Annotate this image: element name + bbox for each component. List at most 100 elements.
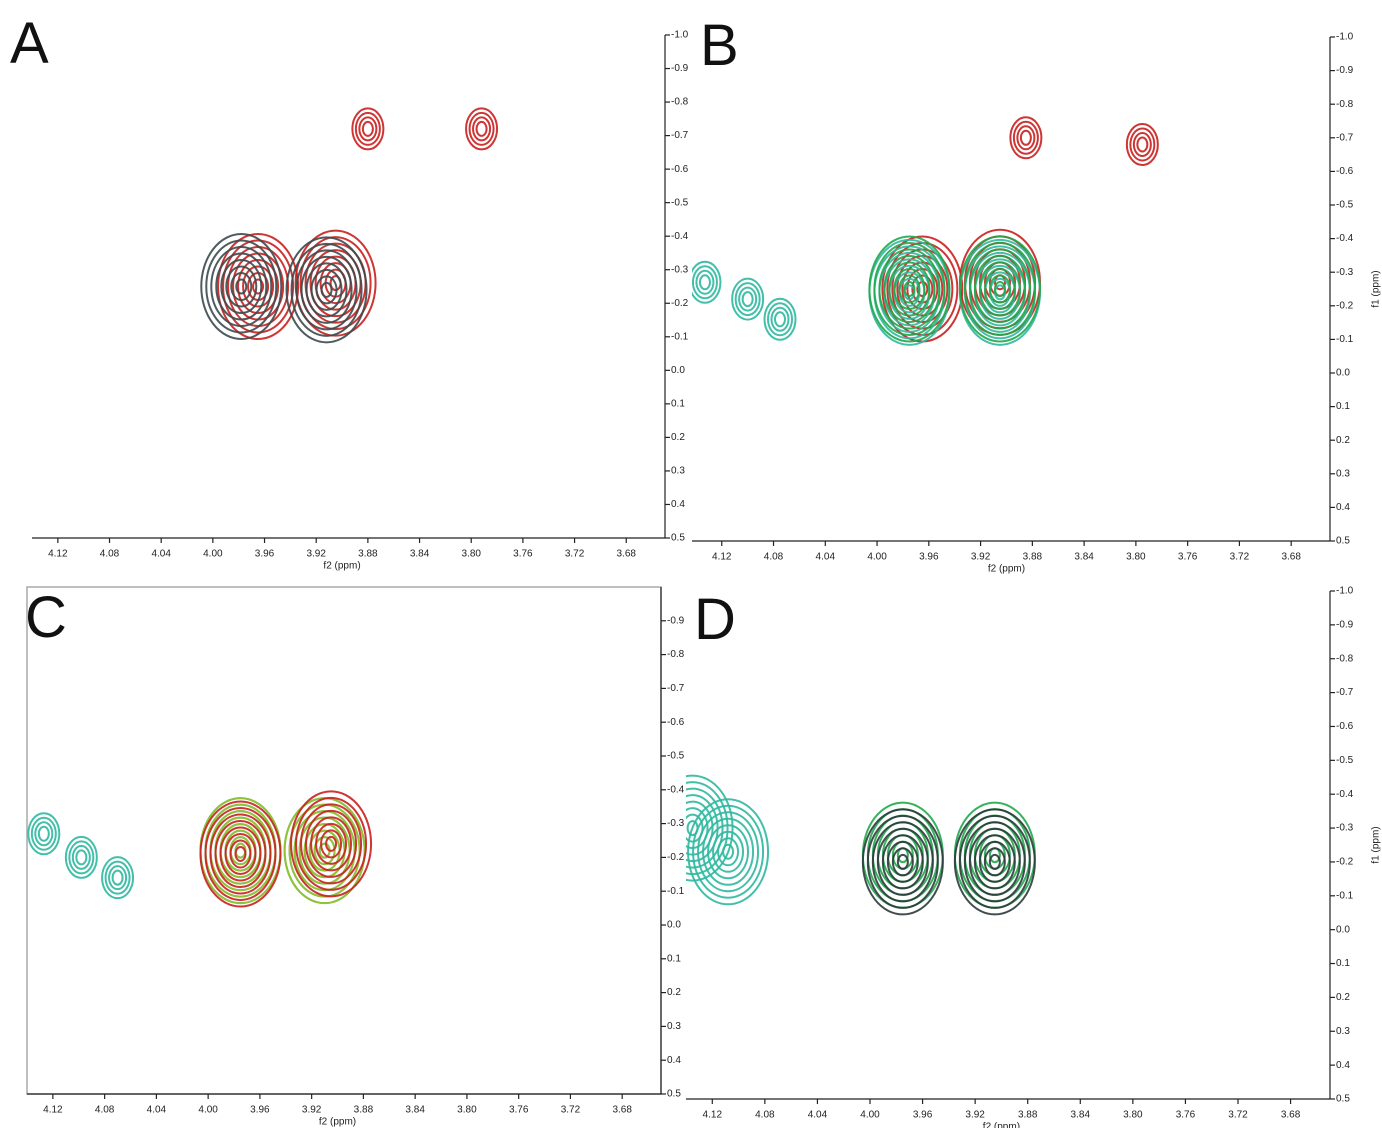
contour-ring xyxy=(765,299,796,340)
y-tick-label: 0.2 xyxy=(1336,992,1350,1003)
y-tick-label: 0.3 xyxy=(671,466,685,477)
y-tick-label: -0.6 xyxy=(1336,721,1354,732)
contour-ring xyxy=(102,857,133,898)
y-tick-label: -0.7 xyxy=(667,683,685,694)
contour-ring xyxy=(66,837,97,878)
y-tick-label: -0.4 xyxy=(671,231,689,242)
y-tick-label: -0.7 xyxy=(671,130,689,141)
x-tick-label: 3.80 xyxy=(1126,552,1146,563)
x-tick-label: 3.88 xyxy=(358,549,378,560)
y-tick-label: -0.3 xyxy=(1336,823,1354,834)
contour-ring xyxy=(743,292,753,306)
y-tick-label: -0.8 xyxy=(1336,99,1354,110)
y-tick-label: 0.5 xyxy=(1336,1094,1350,1105)
y-tick-label: 0.5 xyxy=(667,1089,681,1100)
x-tick-label: 3.68 xyxy=(1281,1110,1301,1121)
y-tick-label: -0.9 xyxy=(667,615,685,626)
panel-letter: B xyxy=(700,13,739,78)
x-tick-label: 4.12 xyxy=(712,552,732,563)
x-tick-label: 3.68 xyxy=(617,549,637,560)
x-tick-label: 3.92 xyxy=(302,1105,322,1116)
y-tick-label: -0.1 xyxy=(671,331,689,342)
y-tick-label: 0.4 xyxy=(671,499,685,510)
contour-ring xyxy=(113,871,123,885)
contour-ring xyxy=(1021,131,1031,145)
contour-ring xyxy=(732,279,763,320)
y-tick-label: -0.6 xyxy=(1336,166,1354,177)
x-tick-label: 4.08 xyxy=(755,1110,775,1121)
x-tick-label: 3.96 xyxy=(255,549,275,560)
y-tick-label: -0.7 xyxy=(1336,132,1354,143)
x-tick-label: 3.88 xyxy=(1018,1110,1038,1121)
y-tick-label: -0.5 xyxy=(667,751,685,762)
y-tick-label: -0.8 xyxy=(1336,653,1354,664)
x-tick-label: 3.72 xyxy=(1228,1110,1248,1121)
y-tick-label: 0.2 xyxy=(671,432,685,443)
x-tick-label: 4.04 xyxy=(816,552,836,563)
contour-ring xyxy=(201,234,281,339)
y-tick-label: -0.5 xyxy=(1336,755,1354,766)
contour-ring xyxy=(466,108,497,149)
plot-area xyxy=(653,776,1035,915)
contour-ring xyxy=(28,813,59,854)
y-axis-label: f1 (ppm) xyxy=(1371,270,1382,307)
x-tick-label: 3.72 xyxy=(565,549,585,560)
x-tick-label: 4.00 xyxy=(198,1105,218,1116)
x-axis-label: f2 (ppm) xyxy=(988,564,1025,575)
contour-ring xyxy=(1127,124,1158,165)
y-tick-label: 0.4 xyxy=(667,1055,681,1066)
x-tick-label: 3.68 xyxy=(1281,552,1301,563)
x-tick-label: 4.00 xyxy=(867,552,887,563)
y-tick-label: 0.5 xyxy=(1336,536,1350,547)
y-tick-label: -0.9 xyxy=(1336,620,1354,631)
y-tick-label: 0.3 xyxy=(1336,1026,1350,1037)
x-tick-label: 4.00 xyxy=(203,549,223,560)
x-tick-label: 3.88 xyxy=(354,1105,374,1116)
x-tick-label: 4.04 xyxy=(147,1105,167,1116)
y-tick-label: -0.2 xyxy=(1336,857,1354,868)
contour-ring xyxy=(1010,117,1041,158)
x-tick-label: 3.68 xyxy=(612,1105,632,1116)
y-tick-label: -0.4 xyxy=(1336,789,1354,800)
x-tick-label: 3.80 xyxy=(461,549,481,560)
contour-ring xyxy=(700,275,710,289)
y-tick-label: 0.4 xyxy=(1336,1060,1350,1071)
y-tick-label: -0.2 xyxy=(667,852,685,863)
x-tick-label: 3.80 xyxy=(457,1105,477,1116)
x-axis-label: f2 (ppm) xyxy=(319,1117,356,1128)
y-tick-label: 0.0 xyxy=(1336,924,1350,935)
contour-ring xyxy=(775,312,785,326)
contour-ring xyxy=(477,122,487,136)
y-tick-label: 0.0 xyxy=(667,920,681,931)
y-tick-label: -0.4 xyxy=(1336,233,1354,244)
y-axis-label: f1 (ppm) xyxy=(1371,826,1382,863)
x-tick-label: 3.76 xyxy=(509,1105,529,1116)
y-tick-label: -0.4 xyxy=(667,784,685,795)
y-tick-label: -0.9 xyxy=(1336,65,1354,76)
x-tick-label: 3.76 xyxy=(1176,1110,1196,1121)
y-tick-label: -0.1 xyxy=(1336,334,1354,345)
x-tick-label: 3.84 xyxy=(1074,552,1094,563)
plot-area xyxy=(28,791,371,906)
contour-ring xyxy=(689,262,720,303)
x-axis-label: f2 (ppm) xyxy=(323,561,360,572)
y-tick-label: -0.6 xyxy=(667,717,685,728)
x-tick-label: 3.96 xyxy=(913,1110,933,1121)
x-tick-label: 3.84 xyxy=(410,549,430,560)
y-tick-label: 0.3 xyxy=(1336,468,1350,479)
y-tick-label: 0.0 xyxy=(671,365,685,376)
y-tick-label: -0.5 xyxy=(671,197,689,208)
y-tick-label: 0.2 xyxy=(1336,435,1350,446)
y-tick-label: -0.9 xyxy=(671,63,689,74)
panel-letter: D xyxy=(694,587,736,652)
x-tick-label: 4.08 xyxy=(764,552,784,563)
y-tick-label: -0.8 xyxy=(671,97,689,108)
contour-ring xyxy=(39,827,49,841)
y-tick-label: 0.0 xyxy=(1336,368,1350,379)
y-tick-label: -0.2 xyxy=(671,298,689,309)
y-tick-label: -0.5 xyxy=(1336,200,1354,211)
panel-letter: A xyxy=(10,11,49,76)
contour-ring xyxy=(1137,138,1147,152)
x-axis-label: f2 (ppm) xyxy=(983,1122,1020,1128)
y-tick-label: -0.3 xyxy=(1336,267,1354,278)
